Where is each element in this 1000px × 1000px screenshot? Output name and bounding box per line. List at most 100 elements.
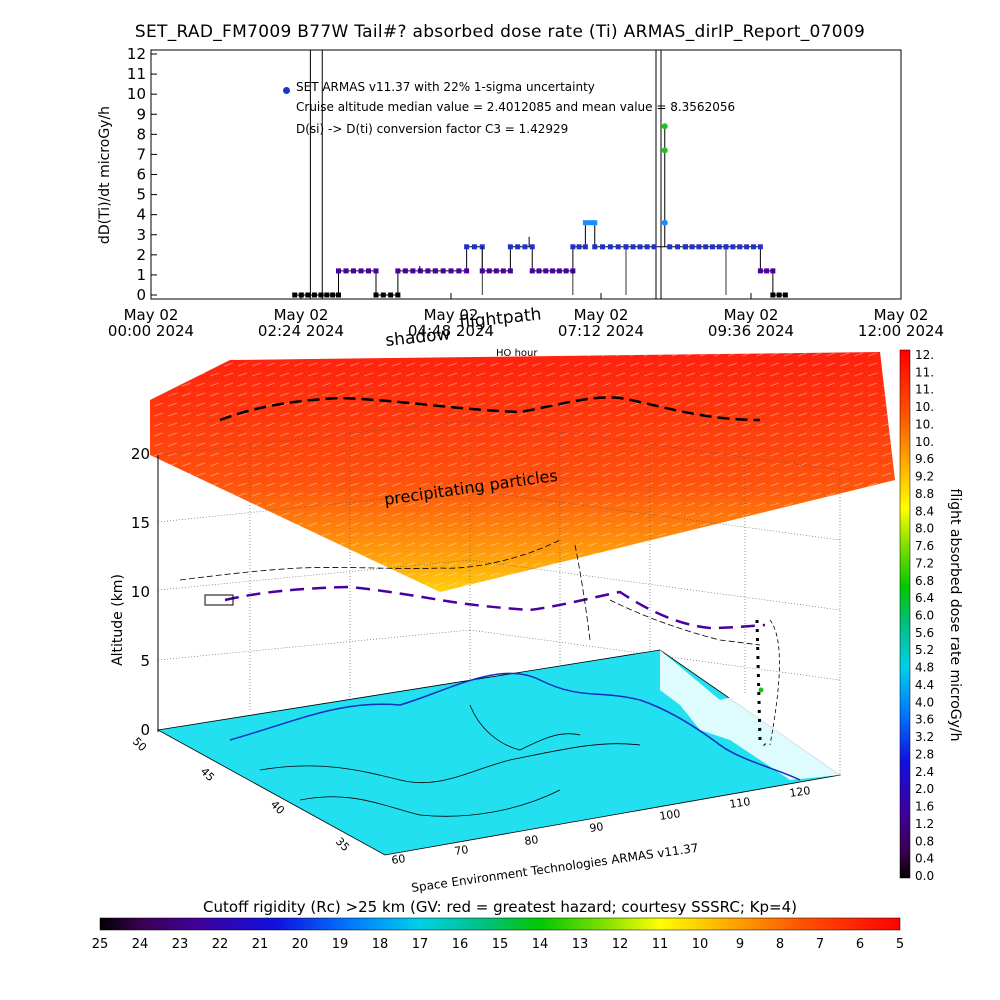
rigidity-tick-10: 10 <box>692 937 709 952</box>
rigidity-tick-16: 16 <box>452 937 469 952</box>
chart-title: SET_RAD_FM7009 B77W Tail#? absorbed dose… <box>134 22 866 42</box>
country-border-2 <box>299 789 561 817</box>
dose-point <box>529 244 535 250</box>
spike-point-2 <box>661 219 668 226</box>
land-patch <box>660 650 840 780</box>
dose-tick-11: 7.6 <box>915 539 934 553</box>
alt-tick-0: 0 <box>140 721 150 739</box>
dose-point <box>600 244 606 250</box>
top-plot-frame <box>150 49 902 300</box>
dose-point <box>336 292 341 298</box>
dose-point <box>637 244 643 250</box>
flight-track-top <box>219 396 761 422</box>
dose-tick-20: 4.0 <box>915 695 934 709</box>
dose-point <box>507 268 513 274</box>
dose-point <box>770 268 776 274</box>
y-axis-label: dD(Ti)/dt microGy/h <box>97 106 113 244</box>
alt-tick-10: 10 <box>131 583 150 601</box>
dose-point <box>696 244 702 250</box>
rigidity-tick-8: 8 <box>776 937 784 952</box>
x-tick-time-0: 00:00 2024 <box>108 322 194 340</box>
dose-point <box>675 244 681 250</box>
dose-point <box>623 244 629 250</box>
dose-tick-3: 10. <box>915 400 934 414</box>
y-tick-label-1: 1 <box>136 266 146 284</box>
rigidity-colorbar-label: Cutoff rigidity (Rc) >25 km (GV: red = g… <box>203 898 797 916</box>
dose-colorbar-label: flight absorbed dose rate microGy/h <box>947 489 963 742</box>
dose-point <box>410 268 416 274</box>
lat-tick-45: 45 <box>198 765 217 784</box>
rigidity-tick-23: 23 <box>172 937 189 952</box>
dose-point <box>543 268 549 274</box>
rigidity-tick-6: 6 <box>856 937 864 952</box>
dose-tick-14: 6.4 <box>915 591 934 605</box>
rigidity-tick-12: 12 <box>612 937 629 952</box>
dose-point <box>764 268 770 274</box>
y-tick-label-9: 9 <box>136 105 146 123</box>
dose-point <box>366 268 371 274</box>
dose-point <box>563 268 569 274</box>
dose-point <box>486 268 492 274</box>
dose-tick-10: 8.0 <box>915 522 934 536</box>
dose-point <box>402 268 408 274</box>
dose-tick-13: 6.8 <box>915 574 934 588</box>
lon-tick-60: 60 <box>391 852 407 867</box>
rigidity-colorbar-ticks: 25 24 23 22 21 20 19 18 17 16 15 14 13 12 11 10 9 8 7 6 5 <box>92 937 904 952</box>
dose-point <box>395 292 401 298</box>
dose-tick-0: 12. <box>915 348 934 362</box>
dose-point <box>471 244 477 250</box>
dose-tick-24: 2.4 <box>915 765 934 779</box>
dose-point <box>448 268 454 274</box>
y-tick-label-7: 7 <box>136 145 146 163</box>
dose-point <box>703 244 709 250</box>
dose-point <box>782 292 788 298</box>
dose-point <box>298 292 304 298</box>
x-tick-date-1: May 02 <box>274 306 329 324</box>
lon-tick-70: 70 <box>454 843 470 858</box>
spike-point-1 <box>661 147 668 154</box>
dose-point <box>592 220 598 226</box>
dose-point <box>318 292 324 298</box>
alt-axis-title: Altitude (km) <box>110 574 126 666</box>
dose-tick-9: 8.4 <box>915 504 934 518</box>
legend-dot <box>283 87 290 94</box>
descent-green-point <box>758 687 764 693</box>
dose-tick-27: 1.2 <box>915 817 934 831</box>
x-tick-time-2: 04:48 2024 <box>408 322 494 340</box>
dose-point <box>689 244 695 250</box>
rigidity-tick-25: 25 <box>92 937 109 952</box>
dose-point <box>630 244 636 250</box>
dose-point <box>522 244 528 250</box>
rigidity-tick-14: 14 <box>532 937 549 952</box>
dose-point <box>776 292 782 298</box>
dose-point <box>757 268 763 274</box>
dose-point <box>425 268 431 274</box>
dose-tick-4: 10. <box>915 417 934 431</box>
dose-point <box>311 292 317 298</box>
flight-track-mid <box>224 585 766 630</box>
y-tick-label-12: 12 <box>127 45 146 63</box>
x-tick-time-5: 12:00 2024 <box>858 322 944 340</box>
dose-tick-16: 5.6 <box>915 626 934 640</box>
dose-tick-22: 3.2 <box>915 730 934 744</box>
dose-tick-21: 3.6 <box>915 713 934 727</box>
y-tick-label-10: 10 <box>127 85 146 103</box>
dose-point <box>716 244 722 250</box>
dose-point <box>751 244 756 250</box>
dose-point <box>292 292 298 298</box>
dose-point <box>417 268 423 274</box>
rigidity-tick-22: 22 <box>212 937 229 952</box>
dose-point <box>550 268 556 274</box>
dose-tick-23: 2.8 <box>915 747 934 761</box>
dose-point <box>536 268 542 274</box>
dose-point <box>582 220 588 226</box>
lon-tick-120: 120 <box>789 784 812 800</box>
x-tick-time-3: 07:12 2024 <box>558 322 644 340</box>
flight-shadow <box>179 539 761 646</box>
rigidity-tick-20: 20 <box>292 937 309 952</box>
dose-colorbar-ticks: 12. 11. 11. 10. 10. 10. 9.6 9.2 8.8 8.4 8.0 7.6 7.2 6… <box>915 348 934 883</box>
alt-tick-5: 5 <box>140 652 150 670</box>
